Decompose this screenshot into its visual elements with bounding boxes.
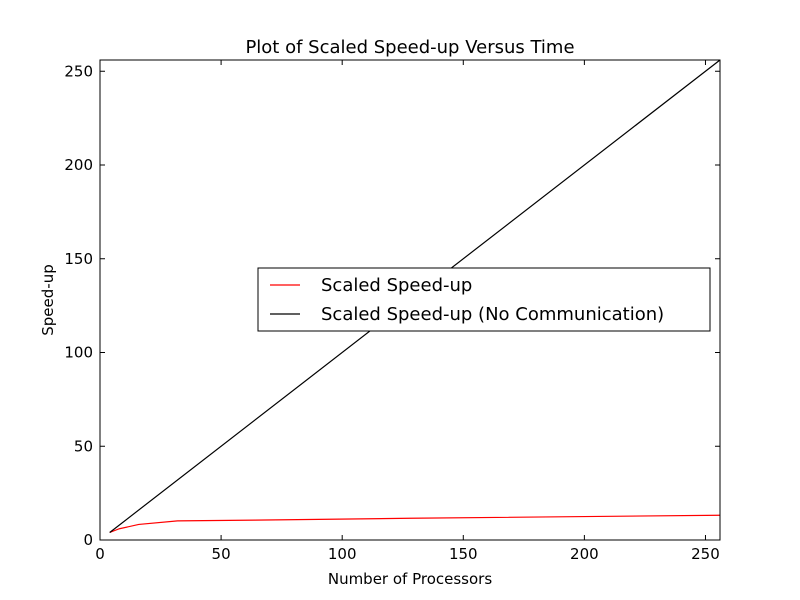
y-tick-label: 200 [64,156,93,174]
y-tick-label: 50 [74,437,93,455]
x-tick-label: 200 [570,545,599,563]
legend-box [257,267,711,332]
legend-label-scaled-speed-up: Scaled Speed-up [321,275,472,296]
x-tick-label: 100 [328,545,357,563]
x-axis-label: Number of Processors [328,570,492,588]
x-tick-label: 50 [212,545,231,563]
y-tick-label: 100 [64,344,93,362]
y-tick-label: 0 [83,531,93,549]
legend-label-scaled-speed-up-no-communication: Scaled Speed-up (No Communication) [321,304,664,325]
chart-title: Plot of Scaled Speed-up Versus Time [245,37,574,58]
y-tick-label: 150 [64,250,93,268]
series-line-scaled-speed-up [109,514,721,534]
y-axis-label: Speed-up [39,264,57,335]
plot-frame [99,59,721,541]
x-tick-label: 250 [691,545,720,563]
y-tick-label: 250 [64,62,93,80]
x-tick-label: 150 [449,545,478,563]
legend: Scaled Speed-up Scaled Speed-up (No Comm… [257,267,711,332]
x-tick-label: 0 [95,545,105,563]
